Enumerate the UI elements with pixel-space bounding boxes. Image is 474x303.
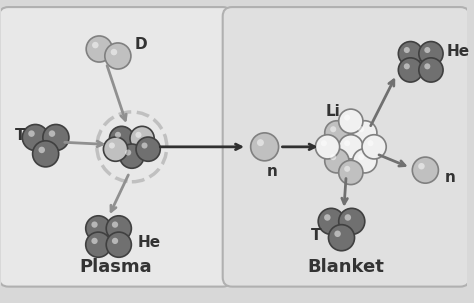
Circle shape [328,225,355,251]
Circle shape [330,154,336,160]
Circle shape [318,208,344,235]
Circle shape [49,130,55,137]
Circle shape [330,126,336,132]
Circle shape [136,137,160,161]
Circle shape [325,121,349,145]
Circle shape [28,130,35,137]
FancyBboxPatch shape [0,7,232,287]
Circle shape [86,232,111,257]
Circle shape [136,132,141,138]
Circle shape [112,221,118,228]
Circle shape [404,47,410,53]
Circle shape [339,109,363,133]
Circle shape [353,121,377,145]
FancyBboxPatch shape [223,7,470,287]
Text: n: n [445,170,456,185]
Circle shape [344,140,350,146]
Circle shape [103,137,128,161]
Circle shape [130,126,154,151]
Circle shape [86,216,111,241]
Circle shape [344,115,350,121]
Circle shape [109,142,115,148]
Circle shape [115,132,121,138]
Circle shape [111,49,117,55]
Circle shape [339,160,363,185]
Circle shape [251,133,279,161]
Text: D: D [134,37,147,52]
Circle shape [112,238,118,244]
Text: Blanket: Blanket [308,258,384,276]
Text: He: He [137,235,161,250]
Circle shape [419,42,443,66]
Circle shape [33,141,59,167]
Circle shape [125,149,131,155]
Circle shape [398,58,422,82]
Circle shape [362,135,386,159]
Circle shape [339,208,365,235]
Circle shape [106,216,131,241]
Circle shape [404,63,410,69]
Circle shape [109,126,134,151]
Circle shape [353,149,377,173]
Circle shape [358,126,364,132]
Circle shape [91,238,98,244]
Circle shape [321,140,327,146]
Circle shape [367,140,374,146]
Text: T: T [311,228,322,243]
Circle shape [92,42,99,48]
Circle shape [324,214,330,221]
Circle shape [424,47,430,53]
Circle shape [141,142,147,148]
Circle shape [345,214,351,221]
Circle shape [105,43,131,69]
Circle shape [358,154,364,160]
Text: T: T [15,128,26,143]
Circle shape [106,232,131,257]
Circle shape [91,221,98,228]
Circle shape [120,144,144,168]
Circle shape [86,36,112,62]
Circle shape [424,63,430,69]
Circle shape [22,125,48,151]
Text: He: He [447,44,469,59]
Circle shape [38,147,45,153]
Text: Plasma: Plasma [79,258,152,276]
Circle shape [257,139,264,146]
Text: n: n [267,164,278,178]
Circle shape [398,42,422,66]
Circle shape [344,166,350,172]
Circle shape [334,231,341,237]
Circle shape [315,135,340,159]
Circle shape [339,135,363,159]
Text: Li: Li [325,105,340,119]
Circle shape [412,157,438,183]
Circle shape [43,125,69,151]
Circle shape [418,163,425,169]
Circle shape [419,58,443,82]
Circle shape [325,149,349,173]
